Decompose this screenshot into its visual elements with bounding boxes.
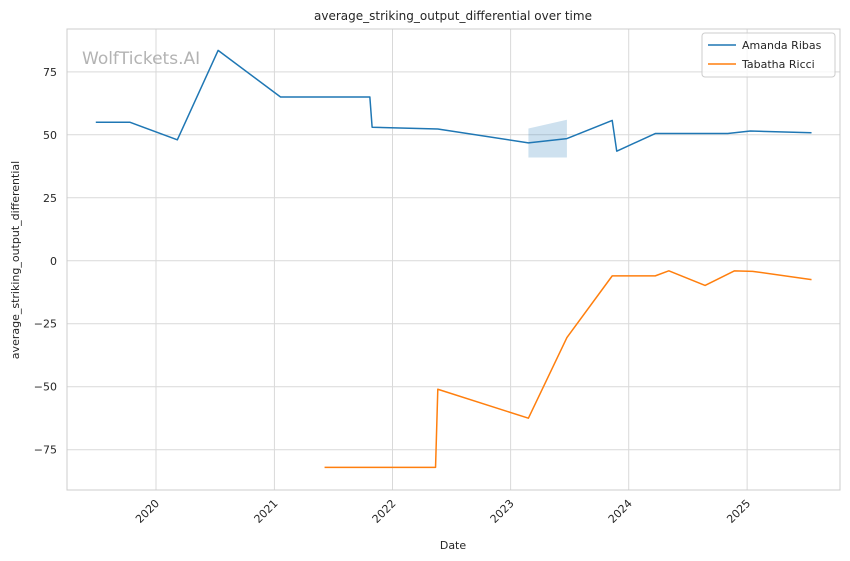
- legend-box: [701, 32, 836, 78]
- confidence-band-amanda-ribas: [528, 119, 567, 158]
- chart-title: average_striking_output_differential ove…: [314, 9, 592, 23]
- confidence-band-layer: [528, 119, 567, 158]
- y-tick-label: −25: [34, 318, 57, 331]
- y-tick-label: 50: [43, 129, 57, 142]
- y-tick-label: 75: [43, 66, 57, 79]
- legend-label-amanda-ribas: Amanda Ribas: [742, 39, 822, 52]
- y-tick-label: −50: [34, 381, 57, 394]
- watermark: WolfTickets.AI: [82, 49, 200, 69]
- y-tick-label: 25: [43, 192, 57, 205]
- legend: Amanda Ribas Tabatha Ricci: [701, 32, 836, 78]
- plot-frame: [66, 28, 841, 491]
- x-axis-label: Date: [440, 539, 467, 552]
- y-tick-label: 0: [50, 255, 57, 268]
- y-tick-label: −75: [34, 444, 57, 457]
- series-line-layer: [95, 49, 812, 469]
- y-axis-label: average_striking_output_differential: [9, 161, 22, 359]
- legend-label-tabatha-ricci: Tabatha Ricci: [741, 58, 815, 71]
- grid-layer: [67, 29, 840, 490]
- series-line-tabatha-ricci: [324, 270, 812, 469]
- series-line-amanda-ribas: [95, 49, 812, 152]
- y-tick-label-layer: 75 50 25 0 −25 −50 −75: [34, 66, 57, 457]
